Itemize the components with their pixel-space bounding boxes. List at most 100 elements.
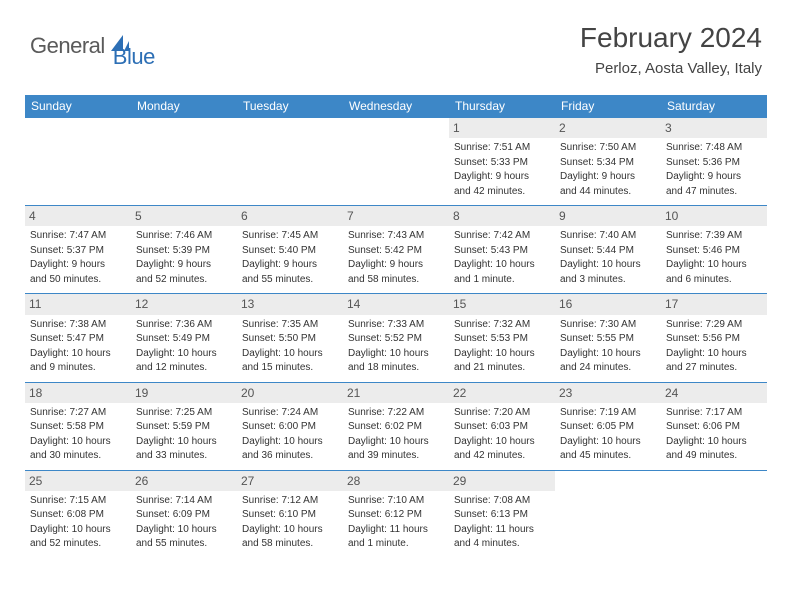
day-sunset: Sunset: 5:50 PM <box>242 332 338 346</box>
day-day2: and 27 minutes. <box>666 361 762 375</box>
day-cell <box>131 118 237 206</box>
week-row: 25Sunrise: 7:15 AMSunset: 6:08 PMDayligh… <box>25 470 767 558</box>
day-sunrise: Sunrise: 7:30 AM <box>560 318 656 332</box>
day-day1: Daylight: 10 hours <box>454 347 550 361</box>
day-day1: Daylight: 10 hours <box>30 435 126 449</box>
day-day2: and 36 minutes. <box>242 449 338 463</box>
day-day2: and 45 minutes. <box>560 449 656 463</box>
day-sunrise: Sunrise: 7:42 AM <box>454 229 550 243</box>
day-sunrise: Sunrise: 7:36 AM <box>136 318 232 332</box>
day-day2: and 55 minutes. <box>136 537 232 551</box>
day-sunrise: Sunrise: 7:25 AM <box>136 406 232 420</box>
day-sunrise: Sunrise: 7:12 AM <box>242 494 338 508</box>
day-info: Sunrise: 7:36 AMSunset: 5:49 PMDaylight:… <box>136 318 232 375</box>
day-cell <box>661 470 767 558</box>
day-sunrise: Sunrise: 7:17 AM <box>666 406 762 420</box>
day-sunrise: Sunrise: 7:29 AM <box>666 318 762 332</box>
day-info: Sunrise: 7:40 AMSunset: 5:44 PMDaylight:… <box>560 229 656 286</box>
day-day2: and 52 minutes. <box>136 273 232 287</box>
dow-saturday: Saturday <box>661 95 767 118</box>
day-sunset: Sunset: 5:47 PM <box>30 332 126 346</box>
day-info: Sunrise: 7:10 AMSunset: 6:12 PMDaylight:… <box>348 494 444 551</box>
day-info: Sunrise: 7:25 AMSunset: 5:59 PMDaylight:… <box>136 406 232 463</box>
day-number: 25 <box>25 471 131 491</box>
day-number: 23 <box>555 383 661 403</box>
day-cell: 20Sunrise: 7:24 AMSunset: 6:00 PMDayligh… <box>237 382 343 470</box>
day-cell: 27Sunrise: 7:12 AMSunset: 6:10 PMDayligh… <box>237 470 343 558</box>
dow-tuesday: Tuesday <box>237 95 343 118</box>
day-cell <box>25 118 131 206</box>
day-number: 28 <box>343 471 449 491</box>
day-cell <box>237 118 343 206</box>
day-sunset: Sunset: 5:34 PM <box>560 156 656 170</box>
day-sunset: Sunset: 5:42 PM <box>348 244 444 258</box>
day-cell: 14Sunrise: 7:33 AMSunset: 5:52 PMDayligh… <box>343 294 449 382</box>
week-row: 1Sunrise: 7:51 AMSunset: 5:33 PMDaylight… <box>25 118 767 206</box>
dow-thursday: Thursday <box>449 95 555 118</box>
day-day1: Daylight: 9 hours <box>242 258 338 272</box>
day-cell: 11Sunrise: 7:38 AMSunset: 5:47 PMDayligh… <box>25 294 131 382</box>
title-block: February 2024 Perloz, Aosta Valley, Ital… <box>580 22 762 77</box>
day-info: Sunrise: 7:27 AMSunset: 5:58 PMDaylight:… <box>30 406 126 463</box>
day-day1: Daylight: 10 hours <box>560 347 656 361</box>
day-info: Sunrise: 7:39 AMSunset: 5:46 PMDaylight:… <box>666 229 762 286</box>
day-cell: 24Sunrise: 7:17 AMSunset: 6:06 PMDayligh… <box>661 382 767 470</box>
day-info: Sunrise: 7:38 AMSunset: 5:47 PMDaylight:… <box>30 318 126 375</box>
day-info: Sunrise: 7:20 AMSunset: 6:03 PMDaylight:… <box>454 406 550 463</box>
day-cell: 17Sunrise: 7:29 AMSunset: 5:56 PMDayligh… <box>661 294 767 382</box>
day-sunrise: Sunrise: 7:50 AM <box>560 141 656 155</box>
day-info: Sunrise: 7:45 AMSunset: 5:40 PMDaylight:… <box>242 229 338 286</box>
day-sunset: Sunset: 5:36 PM <box>666 156 762 170</box>
day-day1: Daylight: 10 hours <box>454 435 550 449</box>
day-cell: 26Sunrise: 7:14 AMSunset: 6:09 PMDayligh… <box>131 470 237 558</box>
day-sunset: Sunset: 6:12 PM <box>348 508 444 522</box>
week-row: 18Sunrise: 7:27 AMSunset: 5:58 PMDayligh… <box>25 382 767 470</box>
day-sunrise: Sunrise: 7:15 AM <box>30 494 126 508</box>
day-day2: and 18 minutes. <box>348 361 444 375</box>
calendar-table: Sunday Monday Tuesday Wednesday Thursday… <box>25 95 767 558</box>
day-sunrise: Sunrise: 7:39 AM <box>666 229 762 243</box>
day-sunset: Sunset: 5:52 PM <box>348 332 444 346</box>
day-sunrise: Sunrise: 7:40 AM <box>560 229 656 243</box>
day-sunrise: Sunrise: 7:43 AM <box>348 229 444 243</box>
day-sunrise: Sunrise: 7:24 AM <box>242 406 338 420</box>
day-day1: Daylight: 10 hours <box>666 347 762 361</box>
day-sunrise: Sunrise: 7:20 AM <box>454 406 550 420</box>
day-day2: and 52 minutes. <box>30 537 126 551</box>
day-day1: Daylight: 10 hours <box>136 435 232 449</box>
day-cell <box>343 118 449 206</box>
day-sunset: Sunset: 5:46 PM <box>666 244 762 258</box>
day-day1: Daylight: 10 hours <box>136 523 232 537</box>
day-cell: 19Sunrise: 7:25 AMSunset: 5:59 PMDayligh… <box>131 382 237 470</box>
day-info: Sunrise: 7:19 AMSunset: 6:05 PMDaylight:… <box>560 406 656 463</box>
day-day1: Daylight: 10 hours <box>454 258 550 272</box>
day-cell: 18Sunrise: 7:27 AMSunset: 5:58 PMDayligh… <box>25 382 131 470</box>
day-sunset: Sunset: 5:40 PM <box>242 244 338 258</box>
day-number: 21 <box>343 383 449 403</box>
dow-wednesday: Wednesday <box>343 95 449 118</box>
day-day1: Daylight: 10 hours <box>30 347 126 361</box>
day-sunrise: Sunrise: 7:35 AM <box>242 318 338 332</box>
day-sunrise: Sunrise: 7:19 AM <box>560 406 656 420</box>
day-sunset: Sunset: 5:49 PM <box>136 332 232 346</box>
day-day2: and 3 minutes. <box>560 273 656 287</box>
day-cell: 10Sunrise: 7:39 AMSunset: 5:46 PMDayligh… <box>661 206 767 294</box>
day-day2: and 9 minutes. <box>30 361 126 375</box>
week-row: 4Sunrise: 7:47 AMSunset: 5:37 PMDaylight… <box>25 206 767 294</box>
day-sunrise: Sunrise: 7:47 AM <box>30 229 126 243</box>
day-number: 22 <box>449 383 555 403</box>
day-day2: and 39 minutes. <box>348 449 444 463</box>
day-day1: Daylight: 11 hours <box>348 523 444 537</box>
day-number: 7 <box>343 206 449 226</box>
day-info: Sunrise: 7:32 AMSunset: 5:53 PMDaylight:… <box>454 318 550 375</box>
day-info: Sunrise: 7:43 AMSunset: 5:42 PMDaylight:… <box>348 229 444 286</box>
day-cell: 12Sunrise: 7:36 AMSunset: 5:49 PMDayligh… <box>131 294 237 382</box>
day-info: Sunrise: 7:35 AMSunset: 5:50 PMDaylight:… <box>242 318 338 375</box>
day-number: 14 <box>343 294 449 314</box>
day-sunset: Sunset: 5:43 PM <box>454 244 550 258</box>
day-day1: Daylight: 10 hours <box>560 258 656 272</box>
day-number: 24 <box>661 383 767 403</box>
month-title: February 2024 <box>580 22 762 54</box>
day-number: 17 <box>661 294 767 314</box>
day-number: 4 <box>25 206 131 226</box>
